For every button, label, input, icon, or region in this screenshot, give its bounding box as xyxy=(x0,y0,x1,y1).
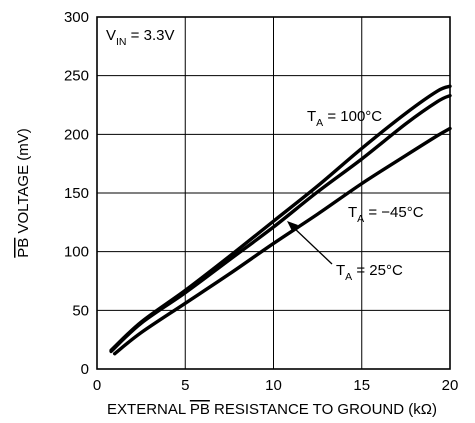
x-tick-label: 20 xyxy=(442,377,459,394)
x-tick-label: 15 xyxy=(353,377,370,394)
plot-frame xyxy=(96,16,451,370)
y-tick-label: 50 xyxy=(72,302,89,319)
y-tick-label: 100 xyxy=(64,244,89,261)
y-tick-label: 250 xyxy=(64,68,89,85)
y-tick-label: 300 xyxy=(64,9,89,26)
y-tick-label: 200 xyxy=(64,126,89,143)
series-curve-ta-25c xyxy=(112,126,452,356)
series-curve-ta-minus45c xyxy=(109,93,452,354)
annotation-ta-25c-leader xyxy=(292,226,333,265)
y-axis-title: PB VOLTAGE (mV) xyxy=(15,128,32,257)
y-tick-label: 150 xyxy=(64,185,89,202)
annotation-vin: VIN = 3.3V xyxy=(106,27,174,48)
x-tick-label: 10 xyxy=(265,377,282,394)
annotation-ta-minus45c: TA = −45°C xyxy=(348,204,424,225)
annotation-ta-25c: TA = 25°C xyxy=(336,262,403,283)
annotation-ta-25c-arrowhead xyxy=(287,221,298,231)
y-tick-label: 0 xyxy=(81,361,89,378)
x-tick-label: 5 xyxy=(181,377,189,394)
x-tick-label: 0 xyxy=(93,377,101,394)
annotation-ta-100c: TA = 100°C xyxy=(307,108,382,129)
x-axis-title: EXTERNAL PB RESISTANCE TO GROUND (kΩ) xyxy=(107,401,437,418)
